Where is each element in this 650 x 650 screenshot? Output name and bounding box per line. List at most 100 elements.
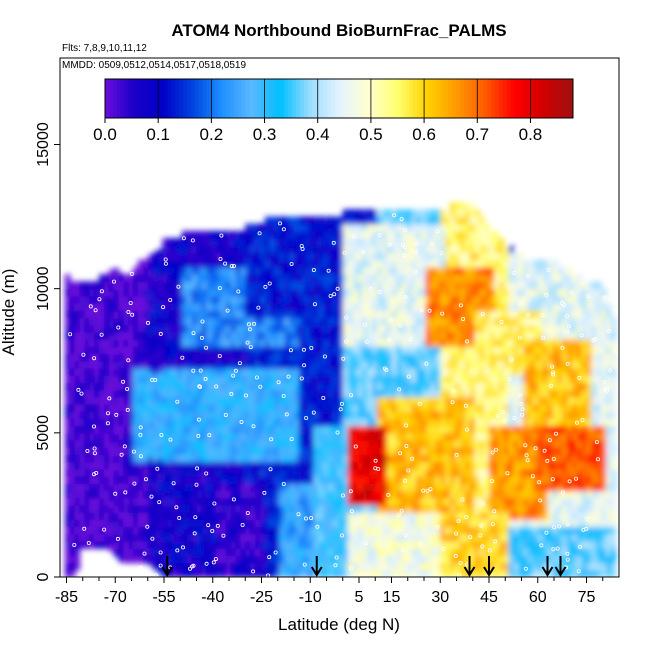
heatmap-cell (337, 461, 344, 470)
heatmap-cell (245, 360, 251, 369)
heatmap-cell (567, 562, 573, 571)
heatmap-cell (464, 483, 471, 492)
heatmap-cell (576, 425, 583, 434)
heatmap-cell (411, 526, 417, 535)
heatmap-cell (191, 432, 198, 441)
heatmap-cell (469, 569, 475, 577)
heatmap-cell (484, 418, 490, 427)
heatmap-cell (391, 324, 397, 333)
heatmap-cell (289, 461, 295, 470)
heatmap-cell (513, 360, 519, 369)
heatmap-cell (542, 512, 549, 520)
heatmap-cell (172, 418, 178, 427)
heatmap-cell (474, 310, 480, 319)
heatmap-cell (196, 389, 202, 398)
heatmap-cell (376, 339, 383, 347)
heatmap-cell (196, 418, 202, 427)
heatmap-cell (513, 562, 519, 571)
heatmap-cell (94, 468, 100, 477)
heatmap-cell (230, 231, 237, 239)
heatmap-cell (420, 447, 427, 456)
heatmap-cell (279, 440, 285, 448)
heatmap-cell (342, 512, 349, 520)
heatmap-cell (259, 252, 266, 261)
heatmap-cell (454, 223, 461, 232)
heatmap-cell (537, 368, 544, 376)
heatmap-cell (216, 562, 222, 571)
heatmap-cell (430, 555, 436, 564)
heatmap-cell (493, 288, 500, 297)
heatmap-cell (245, 562, 251, 571)
heatmap-cell (274, 447, 280, 456)
heatmap-cell (508, 274, 514, 283)
heatmap-cell (142, 382, 149, 391)
heatmap-cell (333, 245, 339, 254)
heatmap-cell (542, 324, 549, 333)
heatmap-cell (576, 411, 583, 419)
heatmap-cell (435, 533, 441, 542)
heatmap-cell (167, 368, 173, 376)
heatmap-cell (401, 396, 407, 405)
heatmap-cell (518, 483, 524, 492)
heatmap-cell (557, 281, 563, 290)
heatmap-cell (318, 461, 324, 470)
heatmap-cell (474, 425, 480, 434)
heatmap-cell (552, 476, 558, 484)
heatmap-cell (552, 526, 558, 535)
heatmap-cell (274, 223, 280, 232)
heatmap-cell (138, 404, 144, 412)
heatmap-cell (240, 324, 246, 333)
heatmap-cell (201, 447, 207, 456)
heatmap-cell (99, 368, 105, 376)
heatmap-cell (250, 504, 256, 513)
heatmap-cell (118, 302, 124, 310)
heatmap-cell (196, 288, 202, 297)
heatmap-cell (318, 382, 324, 391)
heatmap-cell (552, 382, 558, 391)
heatmap-cell (367, 461, 373, 470)
heatmap-cell (357, 281, 363, 290)
heatmap-cell (440, 404, 446, 412)
heatmap-cell (113, 368, 120, 377)
heatmap-cell (357, 432, 363, 441)
heatmap-cell (552, 432, 558, 441)
heatmap-cell (240, 425, 246, 434)
heatmap-cell (308, 295, 315, 304)
heatmap-cell (513, 324, 519, 333)
heatmap-cell (162, 497, 168, 506)
heatmap-cell (284, 281, 290, 290)
heatmap-cell (415, 331, 422, 340)
heatmap-cell (542, 353, 549, 362)
heatmap-cell (528, 396, 534, 405)
heatmap-cell (298, 440, 305, 448)
heatmap-cell (279, 454, 285, 463)
heatmap-cell (513, 396, 519, 405)
heatmap-cell (445, 382, 451, 391)
heatmap-cell (347, 447, 354, 456)
heatmap-cell (162, 519, 168, 528)
heatmap-cell (513, 461, 519, 470)
heatmap-cell (342, 396, 349, 405)
heatmap-cell (406, 238, 412, 246)
heatmap-cell (308, 396, 315, 405)
heatmap-cell (342, 454, 349, 463)
heatmap-cell (430, 396, 436, 405)
heatmap-cell (372, 512, 378, 520)
heatmap-cell (181, 562, 188, 571)
heatmap-cell (167, 533, 173, 542)
heatmap-cell (493, 533, 500, 542)
heatmap-cell (162, 526, 168, 535)
heatmap-cell (142, 468, 149, 477)
heatmap-cell (196, 454, 202, 463)
heatmap-cell (186, 404, 193, 412)
heatmap-cell (347, 526, 354, 535)
heatmap-cell (167, 548, 173, 556)
heatmap-cell (376, 231, 383, 239)
heatmap-cell (240, 541, 246, 549)
heatmap-cell (508, 461, 514, 470)
heatmap-cell (147, 305, 154, 313)
heatmap-cell (493, 310, 500, 319)
heatmap-cell (547, 454, 553, 463)
heatmap-cell (167, 483, 173, 492)
heatmap-cell (162, 317, 168, 326)
